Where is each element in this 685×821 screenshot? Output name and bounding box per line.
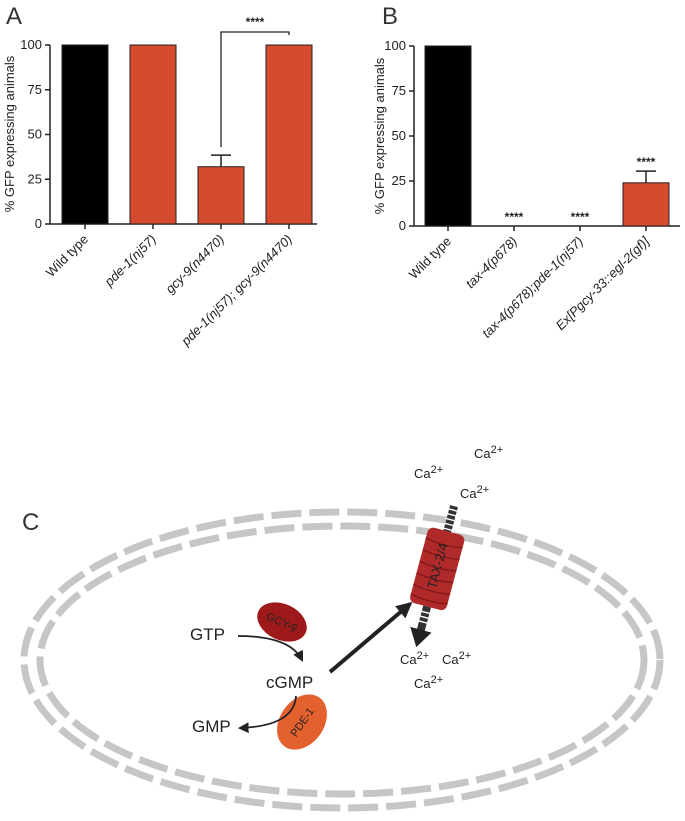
chart-b-bar-sig-label: ****	[505, 210, 524, 224]
ca-outside-3: Ca2+	[460, 484, 489, 501]
gmp-label: GMP	[192, 717, 231, 736]
chart-a-sig-bracket	[220, 31, 290, 148]
chart-b-ylabel: % GFP expressing animals	[372, 57, 387, 214]
chart-a-category-label: pde-1(nj57)	[101, 232, 159, 290]
chart-b-ytick-label: 50	[392, 128, 406, 143]
chart-a-bar	[265, 44, 313, 225]
gtp-to-cgmp-arrow	[237, 635, 303, 662]
chart-b-bar	[622, 182, 670, 227]
chart-b-ytick-label: 100	[384, 38, 406, 53]
membrane-inner	[36, 522, 648, 798]
chart-a-ylabel: % GFP expressing animals	[2, 55, 17, 212]
chart-b-bar	[424, 45, 472, 227]
pde1-enzyme	[277, 694, 327, 750]
tax24-channel: TAX-2/4	[410, 505, 465, 648]
chart-b: % GFP expressing animals 0 25 50 75 100 Wild …	[372, 38, 680, 341]
panel-letter-c: C	[22, 509, 39, 536]
membrane-outer	[20, 508, 664, 812]
cgmp-to-gmp-arrow	[237, 695, 297, 734]
ca-outside-2: Ca2+	[414, 464, 443, 481]
channel-top-rings	[442, 508, 459, 532]
ca-inside-3: Ca2+	[414, 674, 443, 691]
gcy9-enzyme	[257, 602, 307, 642]
chart-a-ytick-label: 0	[35, 216, 42, 231]
chart-b-ytick-label: 0	[399, 218, 406, 233]
gtp-label: GTP	[190, 625, 225, 644]
chart-a-ytick-label: 100	[20, 37, 42, 52]
chart-a-bar	[197, 166, 245, 225]
chart-b-ytick-label: 25	[392, 173, 406, 188]
cgmp-to-channel-arrow	[328, 601, 413, 674]
chart-a-category-label: pde-1(nj57); gcy-9(n4470)	[178, 232, 296, 350]
channel-ridges	[410, 537, 463, 605]
ca-outside-1: Ca2+	[474, 444, 503, 461]
chart-b-bar-sig-label: ****	[637, 155, 656, 169]
signaling-diagram: TAX-2/4 Ca2+ Ca2+ Ca2+ Ca2+ Ca2+ Ca2+ GC…	[20, 444, 664, 812]
chart-a-category-label: gcy-9(n4470)	[162, 232, 227, 297]
chart-b-category-label: Wild type	[406, 234, 454, 282]
chart-a-bracket-label: ****	[246, 15, 265, 29]
chart-a-ytick-label: 50	[28, 127, 42, 142]
panel-letter-b: B	[382, 3, 398, 30]
chart-a-bar	[129, 44, 177, 225]
chart-b-category-label: tax-4(p678)	[462, 234, 520, 292]
chart-a-ytick-label: 25	[28, 171, 42, 186]
channel-body	[410, 527, 465, 611]
channel-down-arrowhead	[410, 626, 432, 648]
panel-letter-a: A	[6, 3, 22, 30]
chart-b-bar-sig-label: ****	[571, 210, 590, 224]
chart-b-ytick-label: 75	[392, 83, 406, 98]
chart-a-category-label: Wild type	[43, 232, 91, 280]
cgmp-label: cGMP	[266, 673, 313, 692]
chart-a-bar	[61, 44, 109, 225]
chart-a: % GFP expressing animals 0 25 50 75 100 Wild …	[2, 15, 317, 349]
chart-a-ytick-label: 75	[28, 82, 42, 97]
ca-inside-1: Ca2+	[400, 650, 429, 667]
ca-inside-2: Ca2+	[442, 650, 471, 667]
